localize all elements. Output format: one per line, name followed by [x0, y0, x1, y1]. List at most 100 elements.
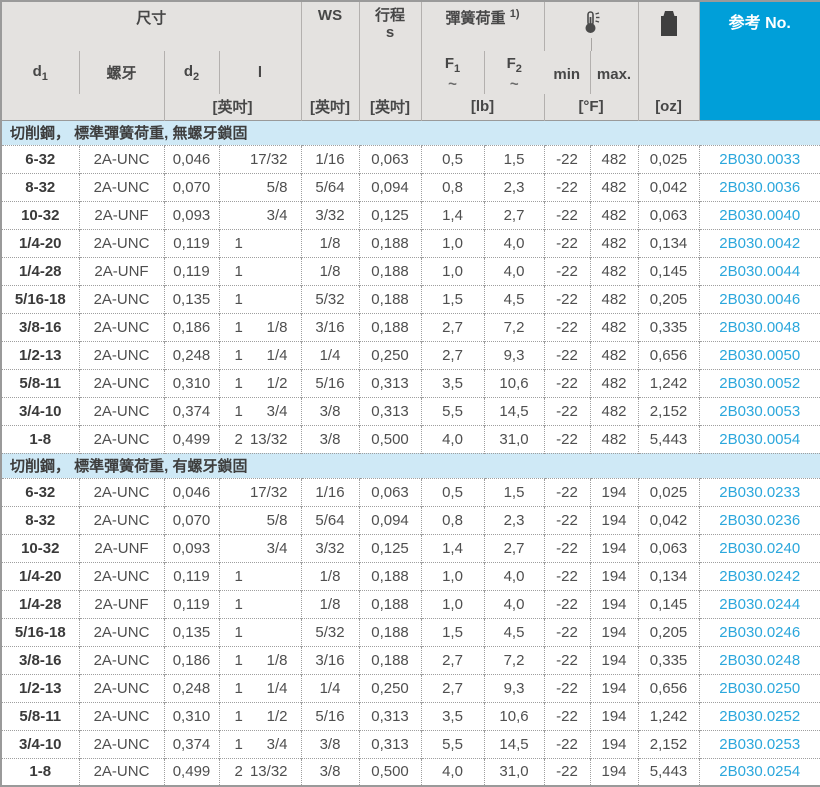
reference-link[interactable]: 2B030.0050	[719, 346, 801, 364]
reference-link[interactable]: 2B030.0036	[719, 178, 801, 196]
cell-min: -22	[543, 729, 591, 758]
header-reference-no: 参考 No.	[698, 1, 820, 120]
reference-link[interactable]: 2B030.0054	[719, 430, 801, 448]
cell-oz: 0,025	[637, 477, 700, 506]
cell-l: 1 1/8	[218, 645, 302, 674]
cell-min: -22	[543, 368, 591, 397]
cell-d2: 0,119	[163, 228, 219, 257]
cell-d1: 3/4-10	[1, 729, 79, 758]
cell-oz: 0,145	[637, 256, 700, 285]
table-row: 1/4-20 2A-UNC 0,119 1 1/8 0,188 1,0 4,0 -22 482 0,…	[1, 228, 820, 257]
header-stroke-symbol: s	[385, 24, 395, 41]
table-row: 8-32 2A-UNC 0,070 5/8 5/64 0,094 0,8 2,3 -22 482 0…	[1, 172, 820, 201]
reference-link[interactable]: 2B030.0053	[719, 402, 801, 420]
reference-link[interactable]: 2B030.0033	[719, 150, 801, 168]
reference-link[interactable]: 2B030.0253	[719, 735, 801, 753]
cell-oz: 1,242	[637, 701, 700, 730]
cell-thread: 2A-UNC	[78, 424, 164, 453]
l-whole-part: 1	[234, 679, 243, 697]
cell-min: -22	[543, 312, 591, 341]
cell-ref: 2B030.0233	[698, 477, 820, 506]
reference-link[interactable]: 2B030.0242	[719, 567, 801, 585]
reference-link[interactable]: 2B030.0048	[719, 318, 801, 336]
header-thread: 螺牙	[78, 51, 164, 94]
cell-max: 482	[589, 312, 639, 341]
cell-f1: 1,0	[420, 589, 485, 618]
header-dimensions-group: 尺寸	[136, 10, 167, 27]
cell-min: -22	[543, 701, 591, 730]
f2-label: F2	[506, 55, 522, 75]
reference-link[interactable]: 2B030.0042	[719, 234, 801, 252]
reference-link[interactable]: 2B030.0244	[719, 595, 801, 613]
cell-d1: 1/2-13	[1, 340, 79, 369]
table-row: 1/2-13 2A-UNC 0,248 1 1/4 1/4 0,250 2,7 9,3 -22 19…	[1, 673, 820, 702]
reference-link[interactable]: 2B030.0044	[719, 262, 801, 280]
l-whole-part: 1	[234, 735, 243, 753]
cell-s: 0,188	[358, 617, 422, 646]
cell-ws: 3/16	[300, 645, 360, 674]
cell-l: 1	[218, 561, 302, 590]
cell-d1: 1-8	[1, 757, 79, 786]
cell-oz: 0,042	[637, 172, 700, 201]
reference-link[interactable]: 2B030.0254	[719, 763, 801, 781]
cell-l: 1 3/4	[218, 729, 302, 758]
cell-max: 194	[589, 701, 639, 730]
cell-s: 0,063	[358, 144, 422, 173]
cell-d2: 0,186	[163, 645, 219, 674]
l-fraction-part: 1/8	[266, 651, 288, 669]
l-whole-part: 1	[234, 318, 243, 336]
cell-s: 0,313	[358, 729, 422, 758]
cell-ws: 1/8	[300, 561, 360, 590]
header-stroke: 行程 s	[358, 1, 422, 94]
cell-ref: 2B030.0033	[698, 144, 820, 173]
reference-link[interactable]: 2B030.0040	[719, 206, 801, 224]
l-fraction-part: 13/32	[249, 430, 288, 448]
weight-icon	[639, 7, 699, 38]
cell-oz: 2,152	[637, 396, 700, 425]
temperature-divider-line	[590, 38, 592, 51]
table-row: 5/8-11 2A-UNC 0,310 1 1/2 5/16 0,313 3,5 10,6 -22…	[1, 368, 820, 397]
cell-l: 1 1/4	[218, 673, 302, 702]
table-row: 10-32 2A-UNF 0,093 3/4 3/32 0,125 1,4 2,7 -22 194…	[1, 533, 820, 562]
cell-d1: 3/4-10	[1, 396, 79, 425]
cell-f2: 2,3	[483, 172, 545, 201]
reference-link[interactable]: 2B030.0233	[719, 483, 801, 501]
cell-min: -22	[543, 673, 591, 702]
cell-ref: 2B030.0253	[698, 729, 820, 758]
table-row: 3/8-16 2A-UNC 0,186 1 1/8 3/16 0,188 2,7 7,2 -22 1…	[1, 645, 820, 674]
cell-f2: 4,0	[483, 589, 545, 618]
reference-link[interactable]: 2B030.0252	[719, 707, 801, 725]
cell-oz: 0,145	[637, 589, 700, 618]
table-body: 切削鋼， 標準彈簧荷重, 無螺牙鎖固 6-32 2A-UNC 0,046 17/32 1/…	[1, 119, 820, 786]
cell-oz: 5,443	[637, 757, 700, 786]
reference-link[interactable]: 2B030.0240	[719, 539, 801, 557]
reference-link[interactable]: 2B030.0052	[719, 374, 801, 392]
cell-thread: 2A-UNF	[78, 589, 164, 618]
unit-inch-ws: [英吋]	[300, 94, 360, 120]
cell-oz: 0,656	[637, 673, 700, 702]
reference-link[interactable]: 2B030.0246	[719, 623, 801, 641]
reference-link[interactable]: 2B030.0248	[719, 651, 801, 669]
cell-thread: 2A-UNC	[78, 340, 164, 369]
cell-max: 482	[589, 144, 639, 173]
cell-s: 0,500	[358, 424, 422, 453]
cell-f1: 1,4	[420, 200, 485, 229]
cell-f2: 4,0	[483, 228, 545, 257]
cell-thread: 2A-UNC	[78, 284, 164, 313]
header-ws: WS	[300, 1, 360, 94]
cell-d2: 0,135	[163, 617, 219, 646]
cell-l: 17/32	[218, 477, 302, 506]
l-whole-part: 1	[234, 262, 243, 280]
reference-link[interactable]: 2B030.0046	[719, 290, 801, 308]
reference-link[interactable]: 2B030.0250	[719, 679, 801, 697]
l-whole-part: 1	[234, 290, 243, 308]
table-row: 5/8-11 2A-UNC 0,310 1 1/2 5/16 0,313 3,5 10,6 -22…	[1, 701, 820, 730]
cell-d1: 1/4-20	[1, 561, 79, 590]
l-whole-part: 1	[234, 651, 243, 669]
reference-link[interactable]: 2B030.0236	[719, 511, 801, 529]
cell-s: 0,313	[358, 701, 422, 730]
cell-oz: 0,042	[637, 505, 700, 534]
cell-d1: 1/2-13	[1, 673, 79, 702]
header-temperature	[543, 1, 639, 51]
unit-lb: [lb]	[420, 94, 545, 120]
